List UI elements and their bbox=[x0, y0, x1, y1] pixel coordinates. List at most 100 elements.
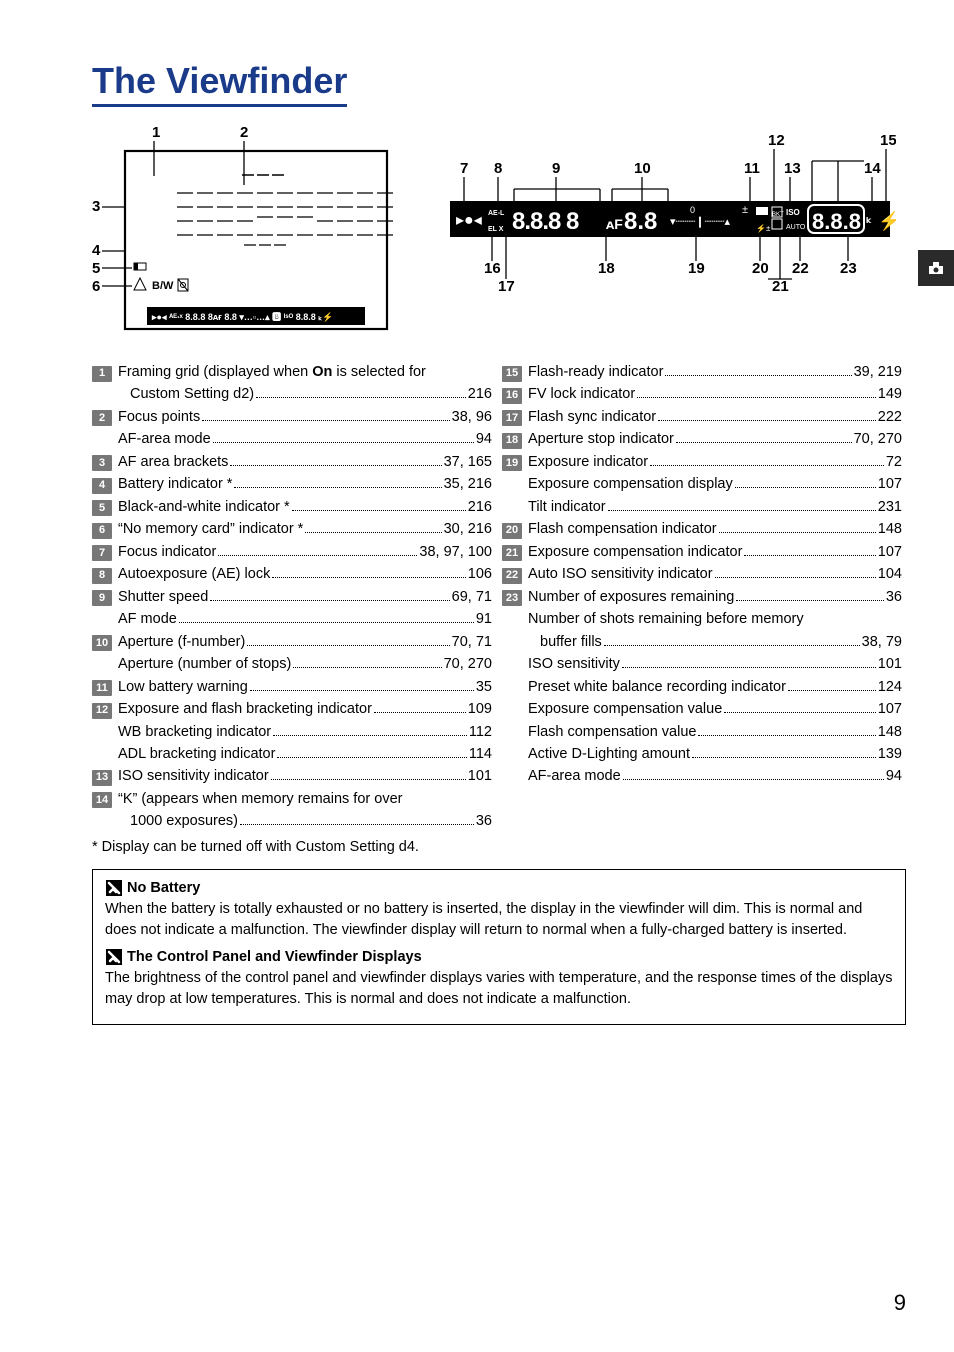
item-label: Custom Setting d2) bbox=[130, 383, 254, 405]
caution-icon bbox=[105, 879, 123, 897]
page-ref: 107 bbox=[878, 698, 902, 720]
item-label: “K” (appears when memory remains for ove… bbox=[118, 788, 402, 810]
item-number: 5 bbox=[92, 500, 112, 516]
item-label: Exposure indicator bbox=[528, 451, 648, 473]
list-item: 7Focus indicator38, 97, 100 bbox=[92, 541, 492, 563]
leader-line: Preset white balance recording indicator… bbox=[528, 676, 902, 698]
item-label: Flash-ready indicator bbox=[528, 361, 663, 383]
item-number: 22 bbox=[502, 568, 522, 584]
leader-line: AF area brackets37, 165 bbox=[118, 451, 492, 473]
list-item: 11 Low battery warning35 bbox=[92, 676, 492, 698]
item-label: Aperture (f-number) bbox=[118, 631, 245, 653]
list-item: 2Focus points38, 96 bbox=[92, 406, 492, 428]
callout-5: 5 bbox=[92, 260, 100, 277]
item-label: Shutter speed bbox=[118, 586, 208, 608]
svg-text:AUTO: AUTO bbox=[786, 224, 806, 231]
page-ref: 106 bbox=[468, 563, 492, 585]
svg-text:8.8: 8.8 bbox=[624, 208, 657, 235]
item-label: Battery indicator * bbox=[118, 473, 232, 495]
page-ref: 107 bbox=[878, 541, 902, 563]
leader-line: Autoexposure (AE) lock 106 bbox=[118, 563, 492, 585]
item-label: Number of exposures remaining bbox=[528, 586, 734, 608]
callout-14: 14 bbox=[864, 160, 881, 177]
item-number: 16 bbox=[502, 388, 522, 404]
list-item: 13ISO sensitivity indicator101 bbox=[92, 765, 492, 787]
callout-11: 11 bbox=[744, 160, 760, 177]
callout-19: 19 bbox=[688, 260, 705, 277]
page-ref: 231 bbox=[878, 496, 902, 518]
svg-text:⚡±: ⚡± bbox=[756, 223, 771, 233]
item-number: 15 bbox=[502, 366, 522, 382]
item-number: 18 bbox=[502, 433, 522, 449]
list-item: 18 Aperture stop indicator70, 270 bbox=[502, 428, 902, 450]
leader-line: Aperture stop indicator70, 270 bbox=[528, 428, 902, 450]
item-label: Exposure and flash bracketing indicator bbox=[118, 698, 372, 720]
callout-9: 9 bbox=[552, 160, 560, 177]
page-ref: 148 bbox=[878, 518, 902, 540]
list-item: 1Framing grid (displayed when On is sele… bbox=[92, 361, 492, 383]
list-item: 5 Black-and-white indicator *216 bbox=[92, 496, 492, 518]
page-ref: 36 bbox=[886, 586, 902, 608]
note-body-1: When the battery is totally exhausted or… bbox=[105, 899, 893, 941]
item-label: Tilt indicator bbox=[528, 496, 606, 518]
list-item: 12WB bracketing indicator112 bbox=[92, 721, 492, 743]
viewfinder-lcd-diagram: 7 8 9 10 11 12 13 14 15 bbox=[442, 121, 896, 311]
page-ref: 94 bbox=[476, 428, 492, 450]
leader-line: WB bracketing indicator112 bbox=[118, 721, 492, 743]
list-item: 23Exposure compensation value107 bbox=[502, 698, 902, 720]
left-column: 1Framing grid (displayed when On is sele… bbox=[92, 361, 492, 833]
callout-15: 15 bbox=[880, 132, 896, 149]
svg-text:AE-L: AE-L bbox=[488, 210, 505, 217]
svg-text:▾┄┄┄❙┄┄┄▴: ▾┄┄┄❙┄┄┄▴ bbox=[670, 216, 730, 228]
page-ref: 149 bbox=[878, 383, 902, 405]
right-column: 15Flash-ready indicator39, 21916FV lock … bbox=[502, 361, 902, 833]
list-item: 2AF-area mode94 bbox=[92, 428, 492, 450]
page-ref: 101 bbox=[468, 765, 492, 787]
list-item: 23buffer fills38, 79 bbox=[502, 631, 902, 653]
caution-icon bbox=[105, 948, 123, 966]
item-label: “No memory card” indicator * bbox=[118, 518, 303, 540]
leader-line: AF-area mode 94 bbox=[118, 428, 492, 450]
item-number: 9 bbox=[92, 590, 112, 606]
list-item: 12 Exposure and flash bracketing indicato… bbox=[92, 698, 492, 720]
leader-line: Black-and-white indicator *216 bbox=[118, 496, 492, 518]
svg-text:0: 0 bbox=[690, 205, 695, 215]
page-ref: 39, 219 bbox=[854, 361, 902, 383]
callout-8: 8 bbox=[494, 160, 502, 177]
leader-line: ADL bracketing indicator114 bbox=[118, 743, 492, 765]
svg-text:ₖ: ₖ bbox=[866, 211, 872, 226]
list-item: 4Battery indicator *35, 216 bbox=[92, 473, 492, 495]
svg-text:8.8.8 8: 8.8.8 8 bbox=[512, 208, 579, 235]
item-label: Flash compensation value bbox=[528, 721, 696, 743]
page-ref: 36 bbox=[476, 810, 492, 832]
list-item: 23Active D-Lighting amount139 bbox=[502, 743, 902, 765]
item-label: Focus indicator bbox=[118, 541, 216, 563]
item-number: 11 bbox=[92, 680, 112, 696]
svg-text:±: ± bbox=[742, 204, 748, 216]
page-ref: 35, 216 bbox=[444, 473, 492, 495]
page-title: The Viewfinder bbox=[92, 60, 347, 107]
callout-23: 23 bbox=[840, 260, 857, 277]
item-number: 7 bbox=[92, 545, 112, 561]
item-label: Autoexposure (AE) lock bbox=[118, 563, 270, 585]
item-label: Exposure compensation indicator bbox=[528, 541, 742, 563]
item-label: ADL bracketing indicator bbox=[118, 743, 275, 765]
list-item: 22Auto ISO sensitivity indicator104 bbox=[502, 563, 902, 585]
item-label: AF-area mode bbox=[118, 428, 211, 450]
leader-line: Battery indicator * 35, 216 bbox=[118, 473, 492, 495]
list-item: 6“No memory card” indicator *30, 216 bbox=[92, 518, 492, 540]
page-ref: 35 bbox=[476, 676, 492, 698]
page-ref: 94 bbox=[886, 765, 902, 787]
note-head-1: No Battery bbox=[105, 878, 893, 899]
svg-text:EL X: EL X bbox=[488, 226, 504, 233]
item-label: Number of shots remaining before memory bbox=[528, 608, 804, 630]
leader-line: Low battery warning35 bbox=[118, 676, 492, 698]
leader-line: buffer fills38, 79 bbox=[528, 631, 902, 653]
item-number: 12 bbox=[92, 703, 112, 719]
note-body-2: The brightness of the control panel and … bbox=[105, 968, 893, 1010]
page-ref: 37, 165 bbox=[444, 451, 492, 473]
item-label: AF-area mode bbox=[528, 765, 621, 787]
page-ref: 72 bbox=[886, 451, 902, 473]
page-ref: 38, 96 bbox=[452, 406, 492, 428]
list-item: 23Number of shots remaining before memor… bbox=[502, 608, 902, 630]
